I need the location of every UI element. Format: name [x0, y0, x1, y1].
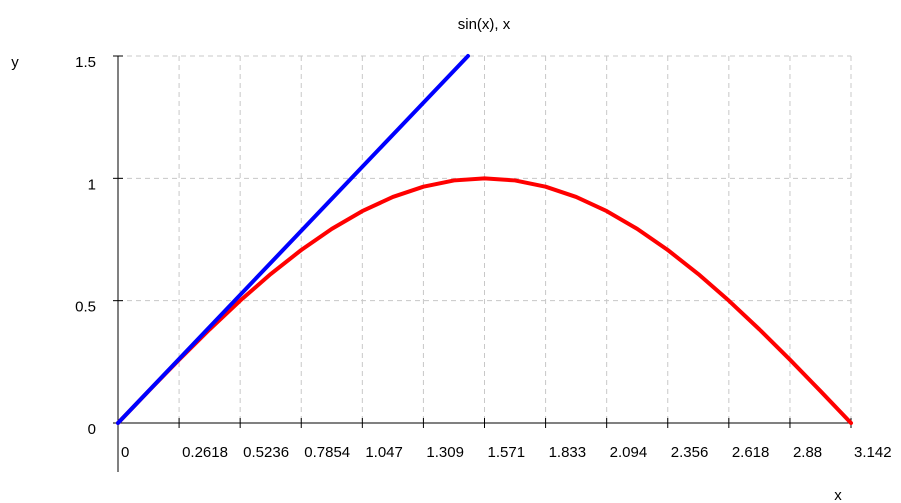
x-tick-label: 1.309	[426, 444, 464, 461]
tick-labels: 0 0.2618 0.5236 0.7854 1.047 1.309 1.571 1.833 2…	[75, 54, 891, 461]
chart-title: sin(x), x	[458, 16, 511, 33]
x-tick-label: 2.094	[610, 444, 648, 461]
grid	[118, 55, 852, 423]
x-tick-label: 1.571	[488, 444, 526, 461]
y-tick-label: 0	[88, 421, 96, 438]
y-tick-label: 1	[88, 176, 96, 193]
x-tick-label: 0.2618	[182, 444, 228, 461]
x-tick-label: 0.7854	[304, 444, 350, 461]
series-line-1	[116, 176, 853, 425]
y-axis-label: y	[11, 54, 19, 71]
x-tick-label: 2.88	[793, 444, 822, 461]
series-layer	[116, 54, 853, 425]
series-line-2	[116, 54, 470, 425]
y-tick-label: 1.5	[75, 54, 96, 71]
y-tick-label: 0.5	[75, 299, 96, 316]
x-tick-label: 2.618	[732, 444, 770, 461]
axes	[113, 55, 852, 472]
x-tick-label: 1.833	[549, 444, 587, 461]
x-tick-label: 2.356	[671, 444, 709, 461]
x-tick-label: 1.047	[365, 444, 403, 461]
x-axis-label: x	[834, 487, 842, 503]
x-tick-label: 0	[121, 444, 129, 461]
x-tick-label: 3.142	[854, 444, 892, 461]
x-tick-label: 0.5236	[243, 444, 289, 461]
